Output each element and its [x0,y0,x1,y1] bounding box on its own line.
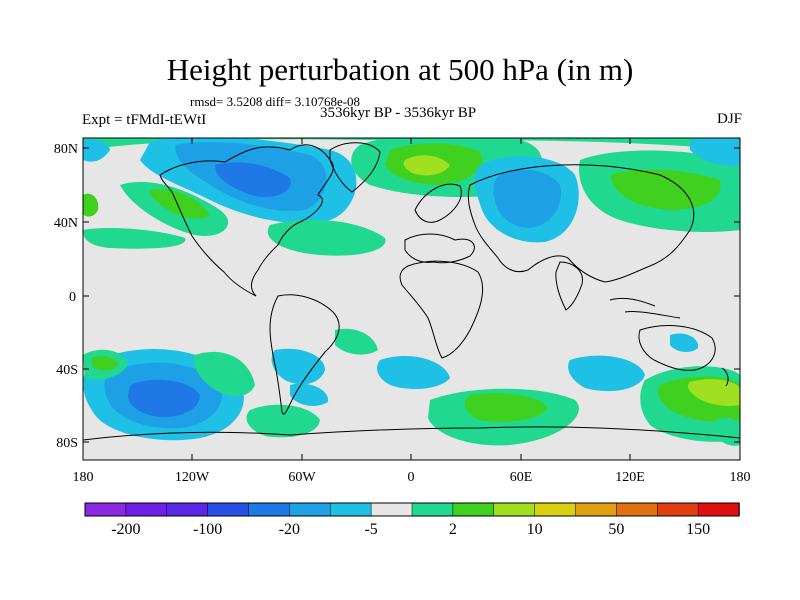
colorbar-swatch [289,502,331,517]
lat-label-40s: 40S [56,363,78,378]
lat-label-0: 0 [69,290,76,305]
colorbar-border [84,502,740,517]
colorbar [84,502,740,517]
contour-sa-green [335,328,378,355]
lon-label-0: 0 [408,470,415,485]
colorbar-swatch [207,502,250,517]
contour-sp-green2 [193,351,255,397]
height-field [83,138,740,446]
colorbar-swatch [330,502,372,517]
experiment-label: Expt = tFMdI-tEWtI [82,112,207,128]
colorbar-label: 150 [686,521,710,538]
contour-sp-lightgreen [92,355,118,371]
lon-label-60e: 60E [510,470,533,485]
colorbar-swatch [493,502,536,517]
colorbar-label: 2 [449,521,457,538]
colorbar-swatch [166,502,209,517]
colorbar-swatch [657,502,699,517]
colorbar-swatch [697,502,740,517]
plot-title: Height perturbation at 500 hPa (in m) [166,52,634,87]
contour-wpac-cyan [83,139,110,162]
lon-label-120w: 120W [175,470,210,485]
colorbar-swatch [84,502,127,517]
contour-atl-green [267,219,386,256]
contour-sa-green2 [246,404,320,438]
season-label: DJF [716,111,742,127]
colorbar-label: 10 [527,521,543,538]
colorbar-label: -20 [279,521,300,538]
colorbar-swatch [370,502,413,517]
contour-io-cyan [568,355,645,392]
colorbar-labels: -200 -100 -20 -5 2 10 50 150 [111,521,710,538]
lat-label-80n: 80N [54,142,78,157]
lat-label-40n: 40N [54,216,78,231]
contour-arctic-green [83,138,740,150]
colorbar-swatch [411,502,454,517]
contour-tas-yellow [687,379,740,406]
contour-sa-cyan [271,348,325,385]
colorbar-label: -5 [364,521,377,538]
colorbar-swatch [575,502,618,517]
colorbar-label: 50 [608,521,624,538]
lon-label-120e: 120E [615,470,645,485]
colorbar-label: -100 [193,521,222,538]
contour-easia-lightgreen [610,169,721,210]
colorbar-swatch [125,502,168,517]
lat-label-80s: 80S [56,436,78,451]
contour-so-lightgreen [464,393,548,422]
contour-atl-green2 [83,227,186,249]
lon-label-60w: 60W [288,470,316,485]
contour-sa-cyan2 [290,383,329,406]
contour-sp-blue2 [128,379,200,418]
period-label: 3536kyr BP - 3536kyr BP [320,105,477,121]
contour-ant-green [715,417,740,446]
stats-text: rmsd= 3.5208 diff= 3.10768e-08 [190,94,361,109]
contour-sa-cyan3 [377,356,450,390]
coastlines [83,142,740,441]
axis-ticks [82,138,741,460]
colorbar-label: -200 [111,521,140,538]
colorbar-swatch [616,502,658,517]
contour-tas-cyan [670,333,699,352]
colorbar-swatch [452,502,495,517]
colorbar-swatch [534,502,577,517]
contour-na-dark [215,162,291,198]
lon-label-180w: 180 [73,470,94,485]
contour-pac-cyan [690,138,740,166]
lon-label-180e: 180 [730,470,751,485]
contour-na-lightgreen [149,189,210,219]
contour-eu-yellow [403,155,450,176]
colorbar-swatch [248,502,291,517]
contour-sib-blue [493,169,562,228]
contour-wpac-green [83,193,99,217]
